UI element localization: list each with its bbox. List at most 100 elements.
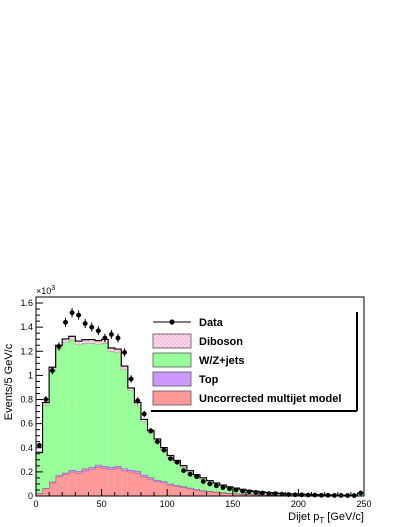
legend-entry-top: Top [152,371,219,387]
legend: Data Diboson W/Z+jets Top Uncorrected multij… [146,307,358,412]
bar-w-z-jets-7 [81,343,89,469]
bar-w-z-jets-3 [55,348,63,476]
bar-diboson-5 [68,336,76,340]
data-point-18 [154,439,160,445]
data-point-4 [63,317,69,327]
bar-uncorrected-multijet-model-13 [121,470,128,496]
bar-diboson-8 [88,339,96,344]
legend-label-diboson: Diboson [199,336,243,348]
bar-w-z-jets-10 [101,343,109,467]
data-point-22 [181,468,187,474]
bar-uncorrected-multijet-model-25 [200,491,207,496]
data-point-13 [122,348,128,357]
data-point-23 [187,471,193,477]
bar-top-3 [55,475,63,477]
data-point-3 [56,342,62,351]
data-point-20 [167,456,173,462]
bar-w-z-jets-24 [193,475,200,490]
bar-w-z-jets-23 [186,472,194,488]
bar-uncorrected-multijet-model-21 [173,486,181,496]
data-point-25 [200,479,206,484]
bar-diboson-0 [36,452,43,454]
legend-label-uncorrected-multijet-model: Uncorrected multijet model [199,393,341,405]
bar-w-z-jets-22 [180,467,187,487]
data-point-24 [194,474,200,480]
data-point-34 [259,490,265,496]
bar-uncorrected-multijet-model-28 [219,492,227,496]
bar-uncorrected-multijet-model-8 [88,469,96,496]
data-point-37 [279,491,285,497]
bar-uncorrected-multijet-model-4 [62,474,69,496]
bar-diboson-7 [81,339,89,344]
bar-diboson-16 [140,419,148,422]
data-point-19 [161,447,167,453]
bar-w-z-jets-4 [62,342,69,473]
bar-top-22 [180,486,187,488]
data-point-12 [115,333,121,343]
y-tick-label-1-4: 1.4 [20,322,33,332]
bar-uncorrected-multijet-model-1 [42,488,50,496]
data-point-17 [148,428,154,434]
bar-w-z-jets-16 [140,421,148,475]
data-point-15 [135,397,141,405]
data-point-9 [95,326,101,336]
data-point-36 [272,491,278,496]
x-tick-label-250: 250 [356,499,371,509]
bar-top-2 [49,481,56,483]
bar-w-z-jets-5 [68,339,76,471]
data-point-14 [128,375,134,383]
y-axis-label: Events/5 GeV/c [3,343,15,420]
x-tick-label-200: 200 [291,499,306,509]
bar-top-14 [127,469,135,472]
legend-label-w-z-jets: W/Z+jets [199,355,245,367]
bar-uncorrected-multijet-model-12 [114,468,122,496]
legend-swatch-w-z-jets [152,352,192,368]
bar-uncorrected-multijet-model-16 [140,476,148,496]
bar-w-z-jets-0 [36,453,43,494]
bar-top-17 [147,477,155,480]
bar-top-8 [88,467,96,470]
data-point-5 [69,307,75,318]
bar-w-z-jets-9 [95,344,102,465]
bar-w-z-jets-8 [88,343,96,468]
bar-top-12 [114,466,122,469]
bar-top-9 [95,464,102,468]
bar-w-z-jets-19 [160,449,168,482]
data-point-32 [246,489,252,495]
bar-top-19 [160,481,168,483]
y-tick-label-0-2: 0.2 [20,467,33,477]
bar-uncorrected-multijet-model-31 [239,494,246,496]
bar-diboson-22 [180,465,187,468]
bar-uncorrected-multijet-model-23 [186,488,194,496]
bar-top-18 [154,479,161,482]
stacked-histogram [36,335,364,497]
bar-uncorrected-multijet-model-10 [101,468,109,496]
bar-diboson-9 [95,340,102,345]
legend-entry-diboson: Diboson [152,333,243,349]
data-point-1 [43,396,49,403]
data-point-2 [49,366,55,375]
y-tick-label-0-4: 0.4 [20,443,33,453]
legend-swatch-top [152,371,192,387]
x-tick-label-50: 50 [97,499,107,509]
x-tick-label-0: 0 [33,499,38,509]
data-point-21 [174,459,180,465]
data-point-28 [220,485,226,490]
bar-uncorrected-multijet-model-3 [55,476,63,496]
bar-top-4 [62,472,69,475]
data-point-6 [76,310,82,320]
bar-uncorrected-multijet-model-0 [36,493,43,496]
plot-frame [35,296,365,497]
bar-top-21 [173,485,181,487]
y-tick-label-0-6: 0.6 [20,419,33,429]
bar-w-z-jets-21 [173,462,181,486]
data-point-35 [266,491,272,496]
bar-uncorrected-multijet-model-18 [154,481,161,496]
bar-uncorrected-multijet-model-2 [49,482,56,496]
data-point-7 [82,318,88,329]
bar-w-z-jets-20 [167,457,174,484]
data-point-8 [89,322,95,332]
bar-top-23 [186,487,194,489]
bar-uncorrected-multijet-model-26 [206,491,214,496]
